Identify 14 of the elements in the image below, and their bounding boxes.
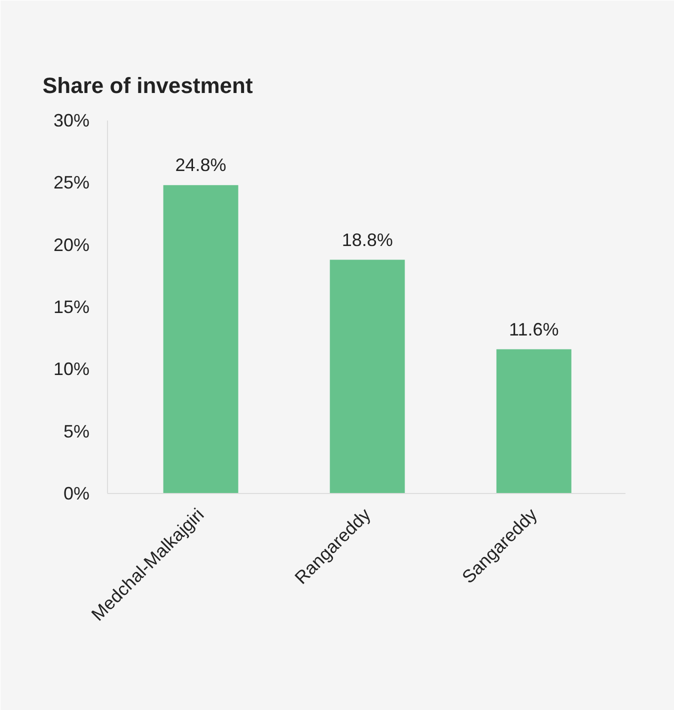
data-label: 18.8%	[342, 230, 393, 250]
bar	[496, 349, 572, 494]
y-tick-label: 30%	[53, 110, 90, 130]
y-tick-label: 20%	[53, 234, 90, 255]
bar	[330, 260, 405, 494]
chart-title: Share of investment	[42, 73, 254, 98]
y-tick-label: 15%	[53, 297, 90, 317]
y-tick-label: 10%	[53, 359, 90, 380]
data-label: 11.6%	[509, 319, 559, 340]
y-tick-label: 5%	[63, 421, 90, 442]
data-label: 24.8%	[175, 155, 226, 176]
bar	[163, 185, 238, 494]
y-tick-label: 25%	[53, 172, 90, 193]
y-tick-label: 0%	[63, 484, 90, 504]
